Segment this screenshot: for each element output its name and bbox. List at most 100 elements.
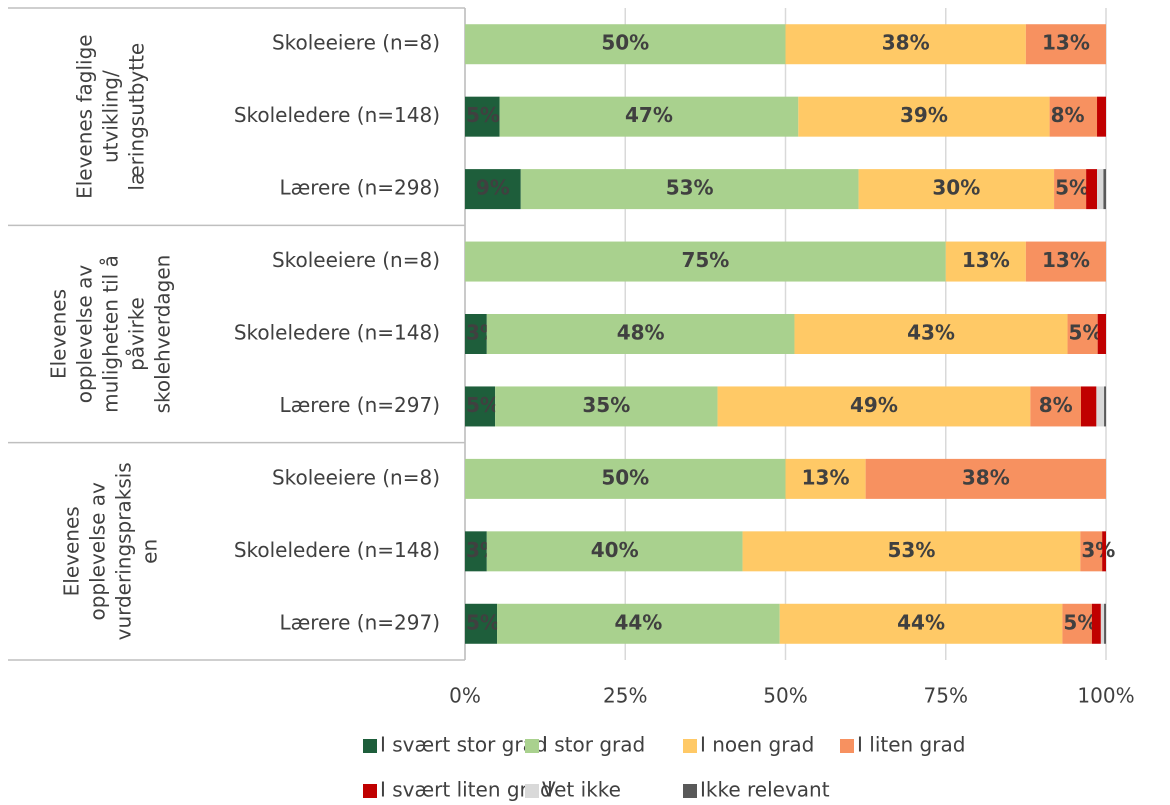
bar-segment xyxy=(497,603,780,644)
data-label: 5% xyxy=(466,610,500,634)
data-label: 40% xyxy=(591,538,639,562)
bar-segment xyxy=(785,24,1026,65)
data-label: 38% xyxy=(962,465,1010,489)
data-label: 44% xyxy=(897,610,945,634)
y-tick-label: Skoleledere (n=148) xyxy=(234,538,440,562)
bar-segment xyxy=(1025,241,1106,282)
data-label: 53% xyxy=(888,538,936,562)
data-label: 30% xyxy=(932,176,980,200)
bar-segment xyxy=(1054,169,1087,210)
y-tick-label: Skoleledere (n=148) xyxy=(234,103,440,127)
data-label: 5% xyxy=(466,393,500,417)
bar-segment xyxy=(1103,169,1106,210)
legend-label: I svært stor grad xyxy=(380,733,548,757)
data-label: 5% xyxy=(466,103,500,127)
group-label: Elevenes xyxy=(60,506,84,596)
bar-segment xyxy=(742,531,1081,572)
data-label: 5% xyxy=(1063,610,1097,634)
bar-segment xyxy=(1080,531,1103,572)
data-label: 8% xyxy=(1039,393,1073,417)
bar-segment xyxy=(1100,603,1105,644)
group-label: Elevenes faglige xyxy=(73,34,97,199)
bar-segment xyxy=(1096,386,1105,427)
bar-segment xyxy=(1097,169,1104,210)
legend-label: Ikke relevant xyxy=(700,778,830,802)
x-tick-label: 100% xyxy=(1077,684,1134,708)
bar-segment xyxy=(798,96,1050,137)
data-label: 8% xyxy=(1051,103,1085,127)
bar-segment xyxy=(717,386,1031,427)
bar-segment xyxy=(520,169,859,210)
bar-segment xyxy=(486,314,795,354)
bar-segment xyxy=(465,458,786,499)
data-label: 13% xyxy=(802,465,850,489)
y-tick-label: Lærere (n=297) xyxy=(279,610,440,634)
y-tick-label: Skoleledere (n=148) xyxy=(234,321,440,345)
bar-segment xyxy=(1104,603,1106,644)
bar-segment xyxy=(465,241,946,282)
legend-label: I liten grad xyxy=(857,733,965,757)
group-label: skolehverdagen xyxy=(151,255,175,414)
group-label: vurderingspraksis xyxy=(112,462,136,640)
group-label: påvirke xyxy=(125,297,149,371)
data-label: 38% xyxy=(882,31,930,55)
data-label: 13% xyxy=(962,248,1010,272)
x-tick-label: 25% xyxy=(603,684,647,708)
legend-swatch xyxy=(525,784,539,798)
legend-swatch xyxy=(363,784,377,798)
x-tick-label: 75% xyxy=(924,684,968,708)
bar-segment xyxy=(945,241,1026,282)
data-label: 75% xyxy=(681,248,729,272)
legend-swatch xyxy=(525,739,539,753)
bar-segment xyxy=(1102,531,1106,572)
x-tick-label: 0% xyxy=(449,684,481,708)
bar-segment xyxy=(465,314,487,354)
group-label: en xyxy=(138,539,162,564)
data-label: 13% xyxy=(1042,248,1090,272)
data-label: 50% xyxy=(601,31,649,55)
group-label: utvikling/ xyxy=(99,70,123,163)
group-label: opplevelse av xyxy=(73,265,97,404)
bar-segment xyxy=(1091,603,1101,644)
legend-label: Vet ikke xyxy=(542,778,621,802)
group-label: muligheten til å xyxy=(99,255,123,413)
group-label: læringsutbytte xyxy=(125,43,149,191)
bar-segment xyxy=(465,24,786,65)
bar-segment xyxy=(785,458,866,499)
bar-segment xyxy=(465,169,521,210)
bar-segment xyxy=(465,96,500,137)
data-label: 49% xyxy=(850,393,898,417)
bar-segment xyxy=(1025,24,1106,65)
bar-segment xyxy=(499,96,799,137)
bar-segment xyxy=(465,386,496,427)
bar-segment xyxy=(465,603,498,644)
y-tick-label: Lærere (n=298) xyxy=(279,176,440,200)
bar-segment xyxy=(794,314,1068,354)
bar-segment xyxy=(858,169,1055,210)
bar-segment xyxy=(486,531,743,572)
bar-segment xyxy=(465,531,487,572)
bar-segment xyxy=(865,458,1106,499)
data-label: 13% xyxy=(1042,31,1090,55)
data-label: 44% xyxy=(614,610,662,634)
bar-segment xyxy=(1086,169,1098,210)
data-label: 43% xyxy=(907,321,955,345)
bar-segment xyxy=(1097,314,1106,354)
legend-swatch xyxy=(683,784,697,798)
data-label: 5% xyxy=(1069,321,1103,345)
data-label: 5% xyxy=(1055,176,1089,200)
y-tick-label: Lærere (n=297) xyxy=(279,393,440,417)
bar-segment xyxy=(779,603,1063,644)
data-label: 3% xyxy=(1081,538,1115,562)
legend-label: I noen grad xyxy=(700,733,814,757)
bar-segment xyxy=(1030,386,1082,427)
bar-segment xyxy=(495,386,718,427)
bar-segment xyxy=(1104,386,1106,427)
bar-segment xyxy=(1097,96,1106,137)
bar-segment xyxy=(1062,603,1092,644)
group-label: Elevenes xyxy=(47,289,71,379)
y-tick-label: Skoleeiere (n=8) xyxy=(272,248,440,272)
legend-swatch xyxy=(840,739,854,753)
data-label: 47% xyxy=(625,103,673,127)
bar-segment xyxy=(1049,96,1098,137)
